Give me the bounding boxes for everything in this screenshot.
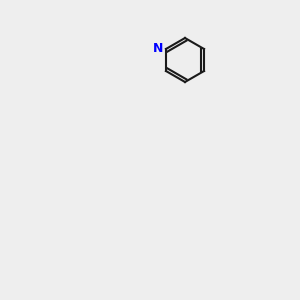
Text: N: N [153, 43, 163, 56]
